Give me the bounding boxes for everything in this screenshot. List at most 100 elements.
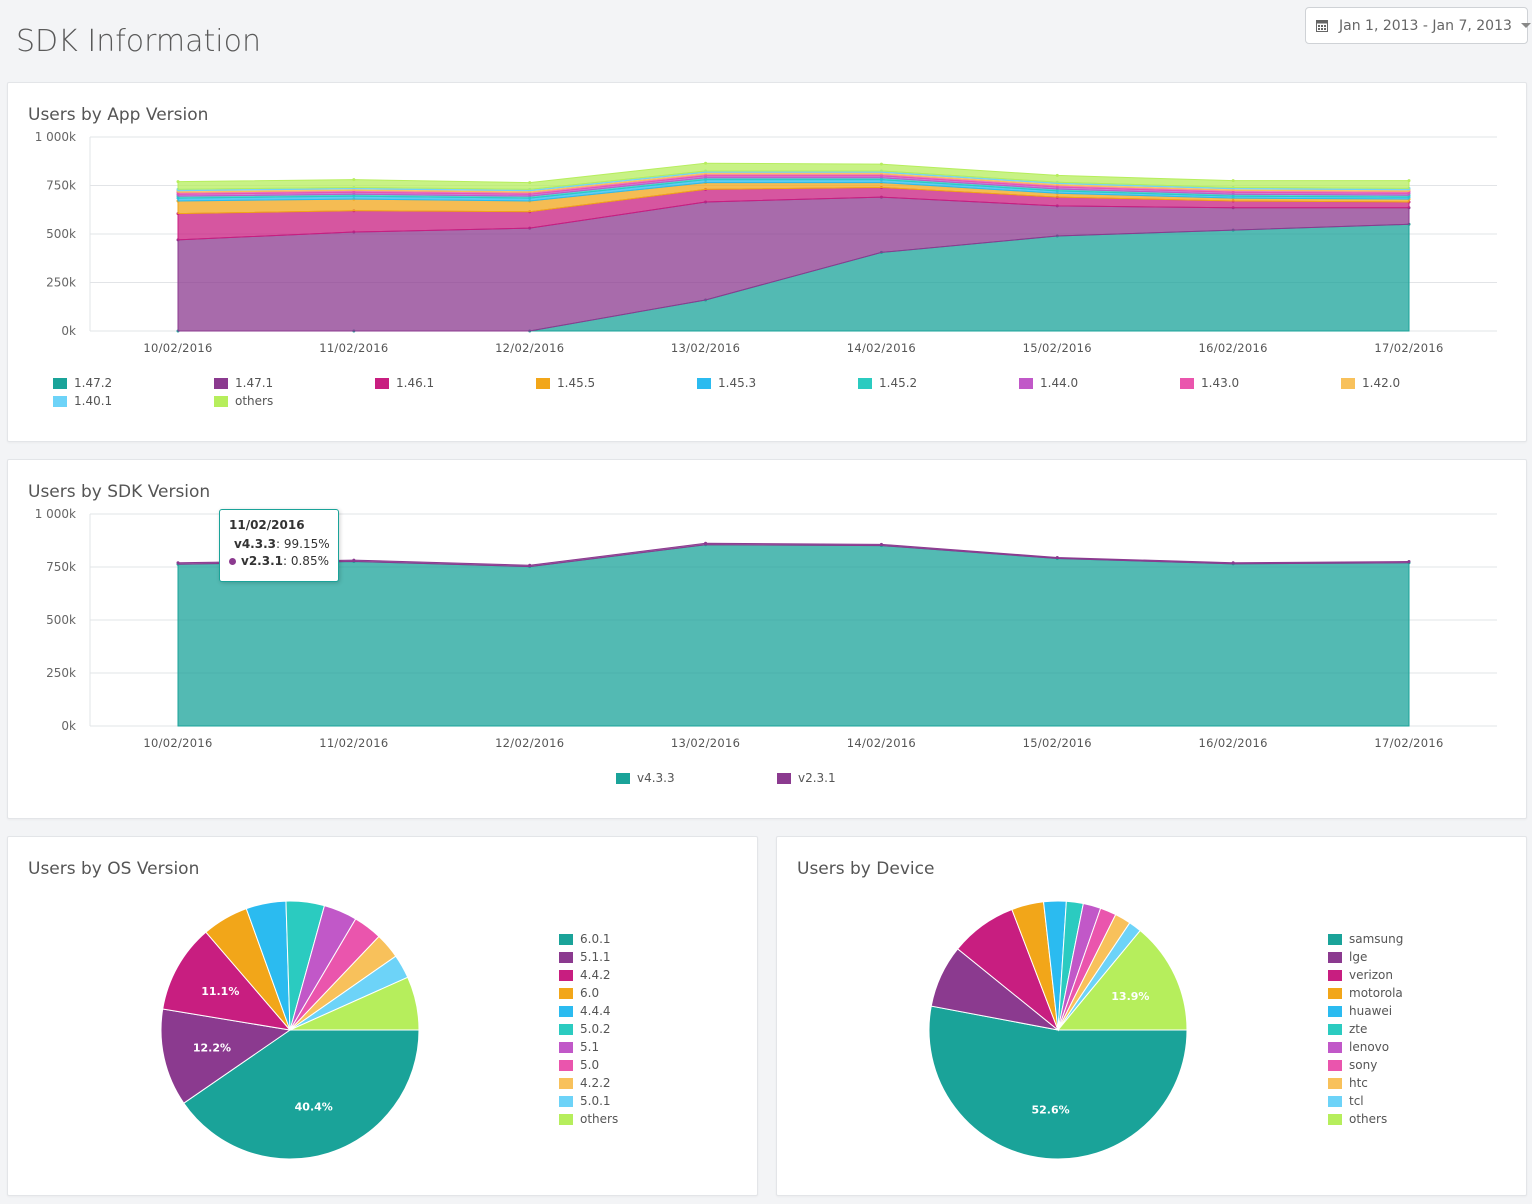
device-pie[interactable]: 52.6% 13.9%: [918, 892, 1198, 1172]
legend-swatch: [1328, 1059, 1342, 1071]
legend-label: 1.47.1: [235, 376, 274, 390]
sdk-version-chart[interactable]: 0k 250k 500k 750k 1 000k 10/02/2016 11/02/2016…: [0, 0, 1532, 760]
legend-swatch: [559, 1113, 573, 1125]
legend-swatch: [1328, 1005, 1342, 1017]
data-point: [1231, 179, 1235, 183]
legend-item[interactable]: 1.40.1: [53, 394, 112, 408]
device-legend: samsung lge verizon motorola huawei zte lenovo…: [1328, 932, 1478, 1132]
legend-item[interactable]: 1.47.1: [214, 376, 273, 390]
legend-item[interactable]: 1.45.5: [536, 376, 595, 390]
legend-item[interactable]: 1.42.0: [1341, 376, 1400, 390]
legend-label: 5.0.2: [580, 1022, 611, 1036]
legend-item[interactable]: samsung: [1328, 932, 1403, 946]
y-tick-label: 1 000k: [35, 130, 76, 144]
sdk-version-title: Users by SDK Version: [28, 482, 211, 502]
legend-item[interactable]: huawei: [1328, 1004, 1392, 1018]
sdk-version-legend: v4.3.3 v2.3.1: [616, 771, 1016, 791]
legend-item[interactable]: 5.0: [559, 1058, 599, 1072]
legend-label: others: [580, 1112, 619, 1126]
legend-item[interactable]: 5.1.1: [559, 950, 611, 964]
y-tick-label: 250k: [46, 276, 76, 290]
legend-item[interactable]: 5.0.1: [559, 1094, 611, 1108]
legend-label: tcl: [1349, 1094, 1364, 1108]
legend-item[interactable]: tcl: [1328, 1094, 1364, 1108]
legend-swatch: [1328, 1041, 1342, 1053]
legend-label: zte: [1349, 1022, 1368, 1036]
legend-item[interactable]: 5.1: [559, 1040, 599, 1054]
x-tick-label: 13/02/2016: [671, 736, 740, 750]
legend-item[interactable]: 1.46.1: [375, 376, 434, 390]
y-tick-label: 0k: [61, 719, 76, 733]
x-tick-label: 17/02/2016: [1374, 736, 1443, 750]
data-point: [1407, 559, 1411, 563]
legend-item[interactable]: v4.3.3: [616, 771, 675, 785]
page-title: SDK Information: [16, 24, 262, 59]
x-tick-label: 15/02/2016: [1023, 736, 1092, 750]
legend-item[interactable]: 4.4.2: [559, 968, 611, 982]
legend-label: 5.1: [580, 1040, 600, 1054]
legend-item[interactable]: 5.0.2: [559, 1022, 611, 1036]
legend-label: huawei: [1349, 1004, 1393, 1018]
y-tick-label: 1 000k: [35, 507, 76, 521]
legend-label: motorola: [1349, 986, 1403, 1000]
legend-item[interactable]: verizon: [1328, 968, 1393, 982]
legend-item[interactable]: motorola: [1328, 986, 1403, 1000]
tooltip-row: v2.3.1: 0.85%: [229, 554, 329, 568]
legend-swatch: [214, 377, 228, 389]
tooltip-dot-icon: [229, 557, 236, 565]
legend-item[interactable]: sony: [1328, 1058, 1377, 1072]
legend-item[interactable]: 1.45.2: [858, 376, 917, 390]
date-range-picker[interactable]: Jan 1, 2013 - Jan 7, 2013: [1305, 7, 1531, 44]
legend-swatch: [559, 1005, 573, 1017]
legend-item[interactable]: others: [559, 1112, 618, 1126]
x-tick-label: 12/02/2016: [495, 736, 564, 750]
legend-swatch: [214, 395, 228, 407]
legend-label: 1.45.3: [718, 376, 757, 390]
legend-item[interactable]: zte: [1328, 1022, 1367, 1036]
legend-swatch: [1180, 377, 1194, 389]
x-tick-label: 13/02/2016: [671, 341, 740, 355]
data-point: [528, 181, 532, 185]
legend-item[interactable]: 4.2.2: [559, 1076, 611, 1090]
legend-label: 1.46.1: [396, 376, 435, 390]
pie-slice-5.1.1: [160, 1008, 292, 1104]
legend-item[interactable]: htc: [1328, 1076, 1368, 1090]
legend-item[interactable]: 4.4.4: [559, 1004, 611, 1018]
legend-item[interactable]: others: [214, 394, 273, 408]
os-version-pie[interactable]: 40.4% 12.2% 11.1%: [150, 892, 430, 1172]
legend-item[interactable]: lge: [1328, 950, 1367, 964]
legend-item[interactable]: v2.3.1: [777, 771, 836, 785]
legend-swatch: [1328, 987, 1342, 999]
x-tick-label: 11/02/2016: [319, 736, 388, 750]
app-version-chart[interactable]: 0k 250k 500k 750k 1 000k 10/02/2016 11/02/2016…: [0, 0, 1532, 370]
x-tick-label: 16/02/2016: [1198, 736, 1267, 750]
y-tick-label: 500k: [46, 227, 76, 241]
legend-label: 6.0.1: [580, 932, 611, 946]
data-point: [1231, 561, 1235, 565]
app-version-title: Users by App Version: [28, 105, 209, 125]
legend-swatch: [1328, 951, 1342, 963]
tooltip-series-value: 0.85%: [290, 554, 329, 568]
legend-item[interactable]: lenovo: [1328, 1040, 1389, 1054]
legend-item[interactable]: others: [1328, 1112, 1387, 1126]
legend-label: 5.0.1: [580, 1094, 611, 1108]
legend-swatch: [1328, 1095, 1342, 1107]
legend-label: sony: [1349, 1058, 1378, 1072]
x-tick-label: 10/02/2016: [143, 736, 212, 750]
pie-data-label: 12.2%: [193, 1041, 231, 1054]
data-point: [1055, 173, 1059, 177]
legend-label: 1.40.1: [74, 394, 113, 408]
pie-slice-6.0.1: [183, 1029, 420, 1160]
legend-swatch: [375, 377, 389, 389]
legend-item[interactable]: 6.0: [559, 986, 599, 1000]
legend-item[interactable]: 1.45.3: [697, 376, 756, 390]
data-point: [528, 563, 532, 567]
legend-item[interactable]: 1.44.0: [1019, 376, 1078, 390]
legend-item[interactable]: 1.43.0: [1180, 376, 1239, 390]
tooltip-series-name: v2.3.1: [241, 554, 283, 568]
legend-item[interactable]: 1.47.2: [53, 376, 112, 390]
legend-label: 1.44.0: [1040, 376, 1079, 390]
legend-label: verizon: [1349, 968, 1393, 982]
legend-swatch: [559, 951, 573, 963]
legend-item[interactable]: 6.0.1: [559, 932, 611, 946]
